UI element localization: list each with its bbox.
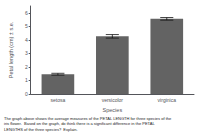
svg-text:virginica: virginica <box>158 97 177 103</box>
svg-text:3: 3 <box>25 50 28 56</box>
svg-text:Species: Species <box>103 107 123 113</box>
svg-text:LENGTHS of the three species?: LENGTHS of the three species? Explain. <box>4 127 78 132</box>
svg-text:0: 0 <box>25 91 28 97</box>
svg-text:5: 5 <box>25 23 28 29</box>
svg-text:iris flower. Based on the gra: iris flower. Based on the graph, do thin… <box>4 121 155 126</box>
svg-text:Petal length (cm) ± s.e.: Petal length (cm) ± s.e. <box>8 21 14 78</box>
svg-text:The graph above shows the aver: The graph above shows the average measur… <box>4 116 172 121</box>
svg-text:4: 4 <box>25 37 28 43</box>
svg-text:setosa: setosa <box>51 97 66 103</box>
svg-text:6: 6 <box>25 10 28 16</box>
svg-text:versicolor: versicolor <box>102 97 124 103</box>
svg-text:2: 2 <box>25 64 28 70</box>
svg-text:1: 1 <box>25 77 28 83</box>
